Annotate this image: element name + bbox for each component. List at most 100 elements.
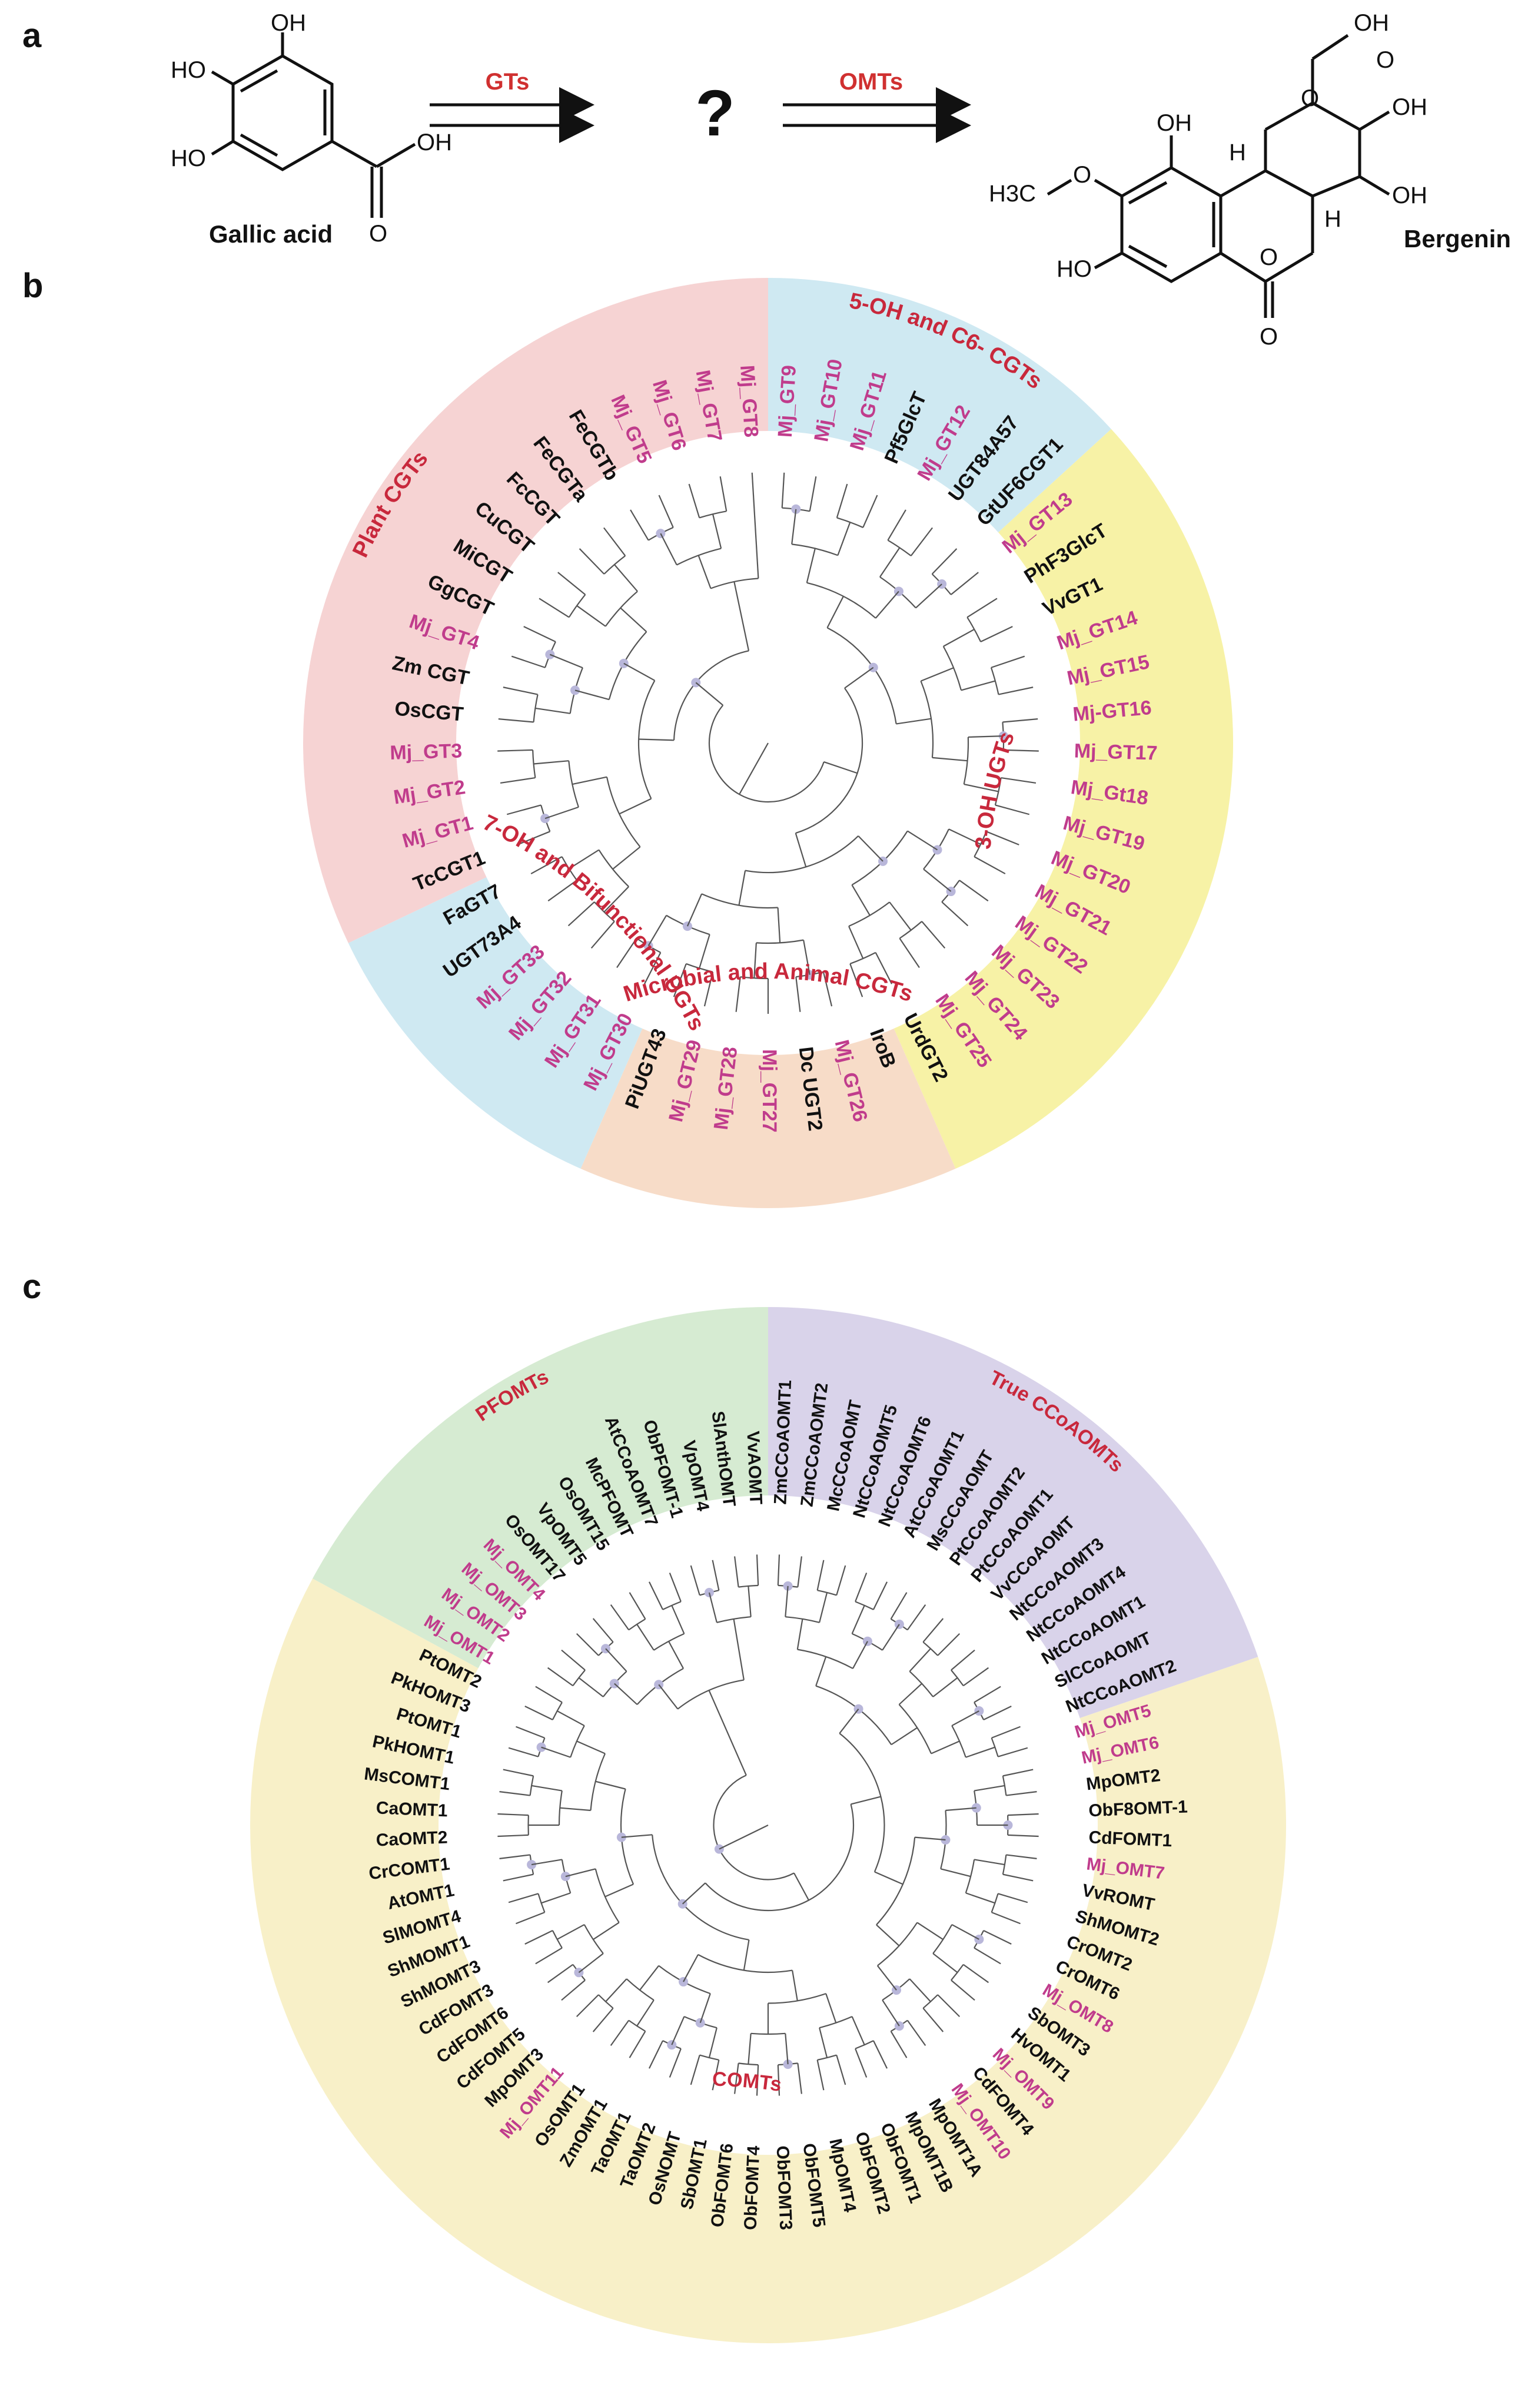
reaction-arrow-gts <box>430 87 594 143</box>
tree-branch <box>906 1604 926 1630</box>
tree-branch <box>595 1780 626 1790</box>
tree-branch <box>605 1648 627 1672</box>
tree-branch <box>498 718 534 723</box>
leaf-label: ObFOMT3 <box>773 2145 796 2231</box>
tree-branch <box>735 977 741 1012</box>
tree-branch <box>963 1963 989 1984</box>
tree-branch <box>500 777 536 784</box>
gallic-acid-atom-labels: OH HO HO OH O <box>171 10 452 247</box>
tree-branch <box>598 1994 614 2009</box>
tree-branch <box>636 1624 655 1651</box>
bootstrap-dot <box>560 1872 570 1882</box>
tree-branch <box>579 548 605 575</box>
tree-branch <box>922 1994 938 2009</box>
tree-branch <box>974 1785 1005 1792</box>
tree-branch <box>795 832 807 867</box>
tree-branch <box>819 2016 853 2029</box>
tree-branch <box>669 2048 682 2078</box>
tree-branch <box>959 880 989 902</box>
tree-branch <box>733 1618 745 1680</box>
tree-branch <box>531 1859 563 1866</box>
tree-branch <box>875 952 893 984</box>
tree-branch <box>560 1807 591 1812</box>
tree-branch <box>516 1912 545 1925</box>
tree-branch <box>516 1726 545 1739</box>
tree-branch <box>998 1747 1028 1757</box>
tree-branch <box>922 1641 938 1656</box>
bergenin-structure <box>1047 34 1390 318</box>
leaf-label: Mj_GT9 <box>774 364 800 438</box>
tree-branch <box>796 1618 803 1650</box>
tree-branch <box>961 680 996 691</box>
tree-branch <box>660 533 677 566</box>
tree-branch <box>826 596 844 628</box>
tree-branch <box>533 760 569 765</box>
atom-label: H <box>1324 206 1341 232</box>
tree-branch <box>948 828 981 845</box>
tree-branch <box>614 564 638 592</box>
tree-branch <box>524 1929 553 1945</box>
tree-branch <box>951 1964 964 1981</box>
tree-branch <box>806 548 816 583</box>
tree-branch <box>619 798 652 815</box>
tree-branch <box>535 707 570 714</box>
panel-a-label: a <box>22 16 42 55</box>
phylogenetic-tree-omts: ZmCCoAOMT1 ZmCCoAOMT2McCCoAOMTNtCCoAOMT5N… <box>250 1307 1286 2343</box>
tree-branch <box>541 1892 571 1904</box>
tree-branch <box>647 915 667 946</box>
tree-branch <box>851 884 871 916</box>
atom-label: O <box>1073 162 1091 188</box>
tree-branch <box>817 1590 837 1596</box>
tree-branch <box>636 1999 655 2026</box>
tree-branch <box>1008 1834 1039 1837</box>
leaf-label: Mj_GT8 <box>736 364 762 438</box>
tree-branch <box>965 1746 995 1758</box>
atom-label: HO <box>171 145 206 171</box>
tree-branch <box>916 1922 944 1941</box>
atom-label: H3C <box>989 181 1036 207</box>
tree-branch <box>508 1747 539 1757</box>
tree-branch <box>785 2033 789 2065</box>
tree-branch <box>851 2016 865 2045</box>
bootstrap-dot <box>527 1860 537 1870</box>
tree-branch <box>658 495 674 528</box>
tree-branch <box>677 1679 745 1710</box>
tree-branch <box>523 626 556 642</box>
tree-branch <box>777 2065 780 2096</box>
atom-label: H <box>1229 140 1246 165</box>
tree-branch <box>547 1667 573 1687</box>
atom-label: O <box>369 221 387 247</box>
tree-branch <box>708 1592 717 1623</box>
tree-branch <box>734 2063 739 2094</box>
tree-branch <box>915 583 942 609</box>
tree-branch <box>785 1616 820 1623</box>
tree-branch <box>986 831 1019 845</box>
tree-branch <box>966 598 998 618</box>
tree-branch <box>951 1725 966 1758</box>
tree-branch <box>983 1705 1012 1721</box>
tree-branch <box>506 804 542 815</box>
tree-branch <box>980 626 1013 642</box>
tree-branch <box>974 856 1006 875</box>
atom-label: OH <box>271 10 306 36</box>
tree-branch <box>499 1854 530 1859</box>
tree-branch <box>998 686 1034 695</box>
tree-branch <box>614 1683 638 1705</box>
tree-branch <box>621 1834 653 1838</box>
tree-branch <box>879 547 901 578</box>
leaf-label: CdFOMT1 <box>1088 1827 1172 1850</box>
tree-branch <box>951 1710 979 1727</box>
tree-branch <box>890 2031 908 2058</box>
tree-branch <box>716 1616 751 1623</box>
tree-branch <box>673 963 687 997</box>
tree-branch <box>524 1705 553 1721</box>
tree-branch <box>887 509 906 541</box>
tree-branch <box>567 901 595 927</box>
tree-branch <box>499 1791 530 1796</box>
tree-branch <box>712 513 722 549</box>
tree-branch <box>671 1605 685 1634</box>
tree-branch <box>629 2031 646 2058</box>
omts-enzyme-label: OMTs <box>839 69 903 95</box>
tree-branch <box>937 1994 961 2018</box>
tree-branch <box>966 616 982 642</box>
